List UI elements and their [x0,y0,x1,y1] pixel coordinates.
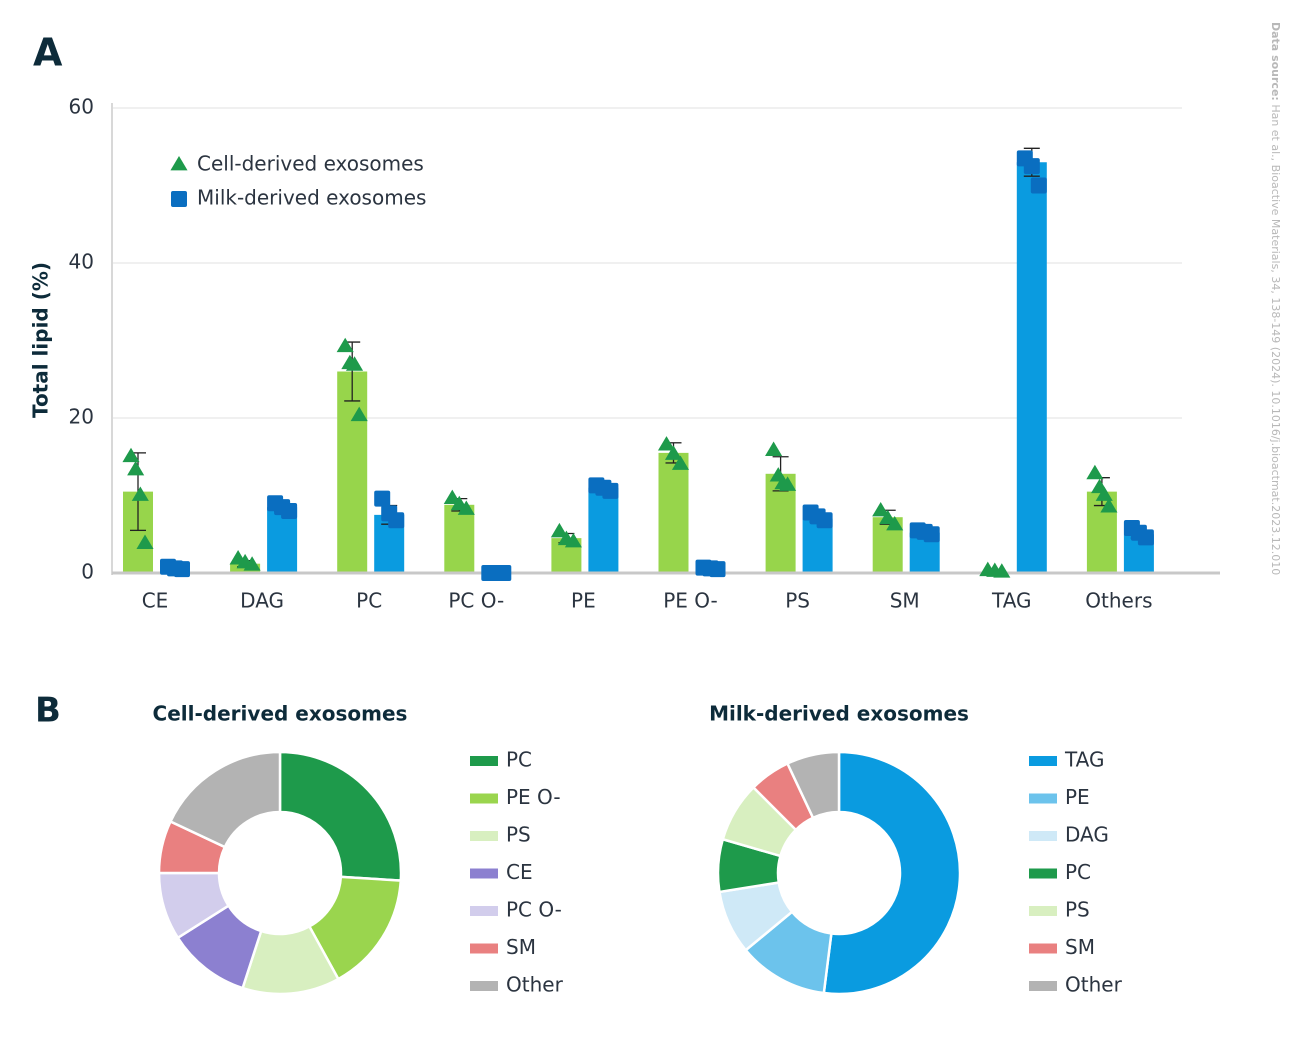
data-point [550,522,568,538]
x-tick-label: PC [356,589,382,613]
x-tick-label: Others [1085,589,1152,613]
legend-label: Cell-derived exosomes [197,152,424,176]
legend-label: Other [1065,973,1123,997]
legend-swatch [1029,756,1057,766]
data-point [174,561,190,578]
legend-swatch [1029,868,1057,879]
x-tick-label: PE [571,589,596,613]
legend-label: DAG [1065,823,1109,847]
legend-label: PS [1065,898,1090,922]
y-tick-label: 40 [69,250,94,274]
pie-slice [278,750,403,882]
source-label: Data source: [1269,22,1282,101]
data-point [495,565,512,581]
pie-slice [785,750,841,820]
legend-label: PC [506,748,532,772]
data-point [1100,498,1118,513]
data-point [872,502,890,517]
x-tick-label: PC O- [448,589,504,613]
panel-label: A [33,31,63,75]
data-point [243,556,261,571]
data-point [457,500,475,515]
legend-label: PE [1065,785,1090,809]
data-point [564,533,582,548]
panel-label: B [35,691,61,731]
x-tick-label: DAG [240,589,284,613]
legend-label: Other [506,973,564,997]
bar [588,487,619,573]
legend-label: PE O- [506,785,561,809]
y-tick-label: 0 [81,560,94,584]
data-point [136,534,154,549]
legend-swatch [1029,981,1057,991]
legend-swatch [470,793,498,804]
data-point [345,356,364,371]
legend-swatch [470,868,498,879]
pie-slice [822,750,962,996]
data-point [1030,177,1047,194]
legend-label: CE [506,860,533,884]
y-tick-label: 60 [69,95,94,119]
bar [337,371,368,573]
legend-label: TAG [1064,748,1105,772]
legend-label: SM [506,935,536,959]
data-point [336,337,354,353]
bar [444,504,475,573]
x-tick-label: PS [785,589,810,613]
x-tick-label: SM [890,589,920,613]
data-point [1137,529,1154,546]
x-tick-label: TAG [991,589,1032,613]
data-point [765,441,783,456]
x-tick-label: CE [142,589,169,613]
data-point [709,561,726,578]
legend-label: Milk-derived exosomes [197,186,426,210]
legend-swatch [470,981,498,991]
legend-swatch [470,756,498,766]
bar [658,452,689,573]
legend-swatch [470,831,498,841]
data-point [1086,464,1104,480]
legend-swatch [1029,831,1057,841]
y-axis-label: Total lipid (%) [29,262,53,418]
y-tick-label: 20 [69,405,94,429]
legend-marker [170,156,188,171]
legend-swatch [1029,906,1057,916]
data-point [350,406,368,422]
source-text: Han et al., Bioactive Materials, 34, 138… [1269,104,1282,575]
data-point [993,563,1011,578]
pie-slice [168,750,282,849]
legend-swatch [470,906,498,916]
legend-swatch [1029,793,1057,804]
x-tick-label: PE O- [663,589,718,613]
legend-swatch [470,943,498,954]
legend-label: SM [1065,935,1095,959]
legend-label: PS [506,823,531,847]
data-point [281,503,298,519]
source-note: Data source: Han et al., Bioactive Mater… [1269,22,1282,575]
legend-swatch [1029,943,1057,954]
data-point [127,460,145,476]
data-point [374,490,391,507]
data-point [886,515,904,531]
pie-title: Cell-derived exosomes [153,702,408,726]
data-point [816,512,833,529]
data-point [657,436,676,451]
data-point [602,482,619,499]
legend-label: PC O- [506,898,562,922]
pie-title: Milk-derived exosomes [709,702,969,726]
data-point [1023,158,1040,175]
data-point [388,512,405,529]
legend-label: PC [1065,860,1091,884]
bar [1016,162,1047,573]
data-point [122,447,140,463]
legend-marker [171,191,187,207]
data-point [779,476,797,491]
data-point [1095,486,1113,501]
data-point [131,486,149,501]
data-point [671,455,690,470]
data-point [664,445,683,460]
data-point [923,526,940,543]
